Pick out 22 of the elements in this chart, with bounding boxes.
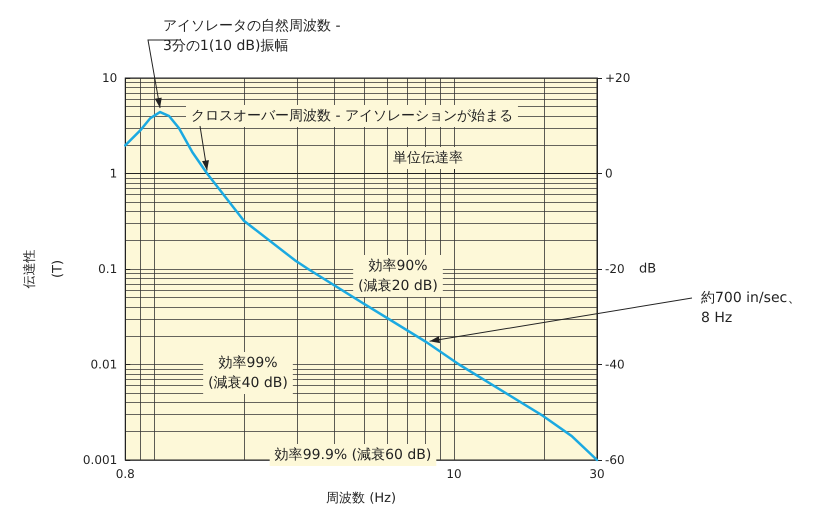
x-axis-title: 周波数 (Hz) [326,491,396,506]
annotation: 効率99% (減衰40 dB) [208,355,288,391]
x-tick-label: 0.8 [116,467,135,481]
annotation: クロスオーバー周波数 - アイソレーションが始まる [191,108,513,124]
x-tick-label: 10 [446,467,462,481]
y2-tick-label: -40 [605,358,625,372]
annotation: 効率99.9% (減衰60 dB) [274,447,432,463]
x-tick-label: 30 [589,467,605,481]
annotation: 約700 in/sec、 8 Hz [701,290,802,326]
annotation: 効率90% (減衰20 dB) [358,258,438,294]
y2-axis-title: dB [639,262,656,276]
y-tick-label: 1 [110,166,118,180]
y2-tick-label: -20 [605,262,625,276]
y-tick-label: 0.01 [90,358,118,372]
annotation: 単位伝達率 [393,150,463,166]
y-tick-label: 0.001 [82,453,118,467]
y2-tick-label: 0 [605,166,613,180]
y-tick-label: 0.1 [98,262,118,276]
y2-tick-label: -60 [605,453,625,467]
y-tick-label: 10 [102,71,118,85]
y-axis-title: 伝達性 (T) [22,250,66,288]
y2-tick-label: +20 [605,71,630,85]
